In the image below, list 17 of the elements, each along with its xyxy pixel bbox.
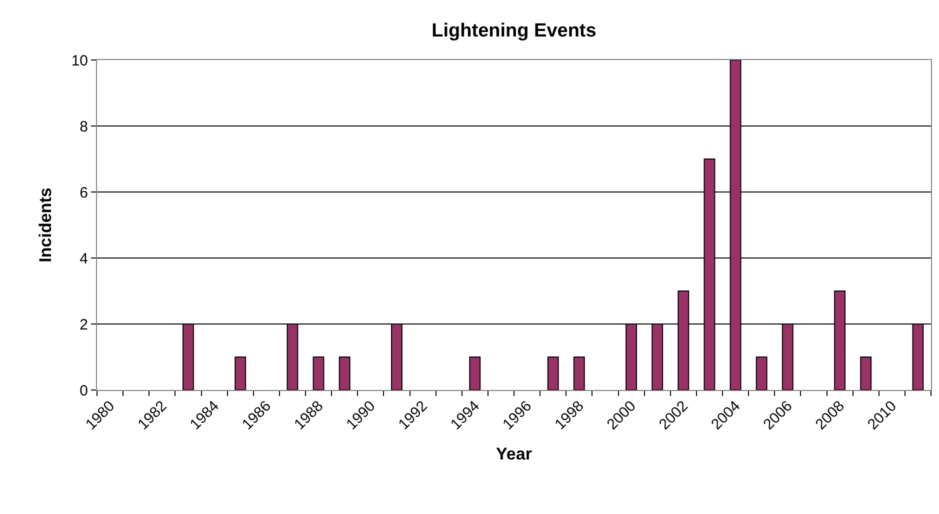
bar	[469, 356, 481, 390]
bar	[312, 356, 324, 390]
y-tick-label: 10	[71, 52, 88, 70]
y-tick-label: 8	[80, 118, 88, 136]
bar	[756, 356, 768, 390]
bar	[338, 356, 350, 390]
bar	[234, 356, 246, 390]
y-tick-label: 2	[80, 316, 88, 334]
y-tick-label: 6	[80, 184, 88, 202]
y-tick-label: 0	[80, 382, 88, 400]
y-axis-title: Incidents	[36, 188, 55, 262]
x-axis-title: Year	[496, 444, 532, 464]
chart-title: Lightening Events	[432, 20, 596, 42]
bar	[547, 356, 559, 390]
bar	[573, 356, 585, 390]
bar	[860, 356, 872, 390]
y-tick-label: 4	[80, 250, 88, 268]
